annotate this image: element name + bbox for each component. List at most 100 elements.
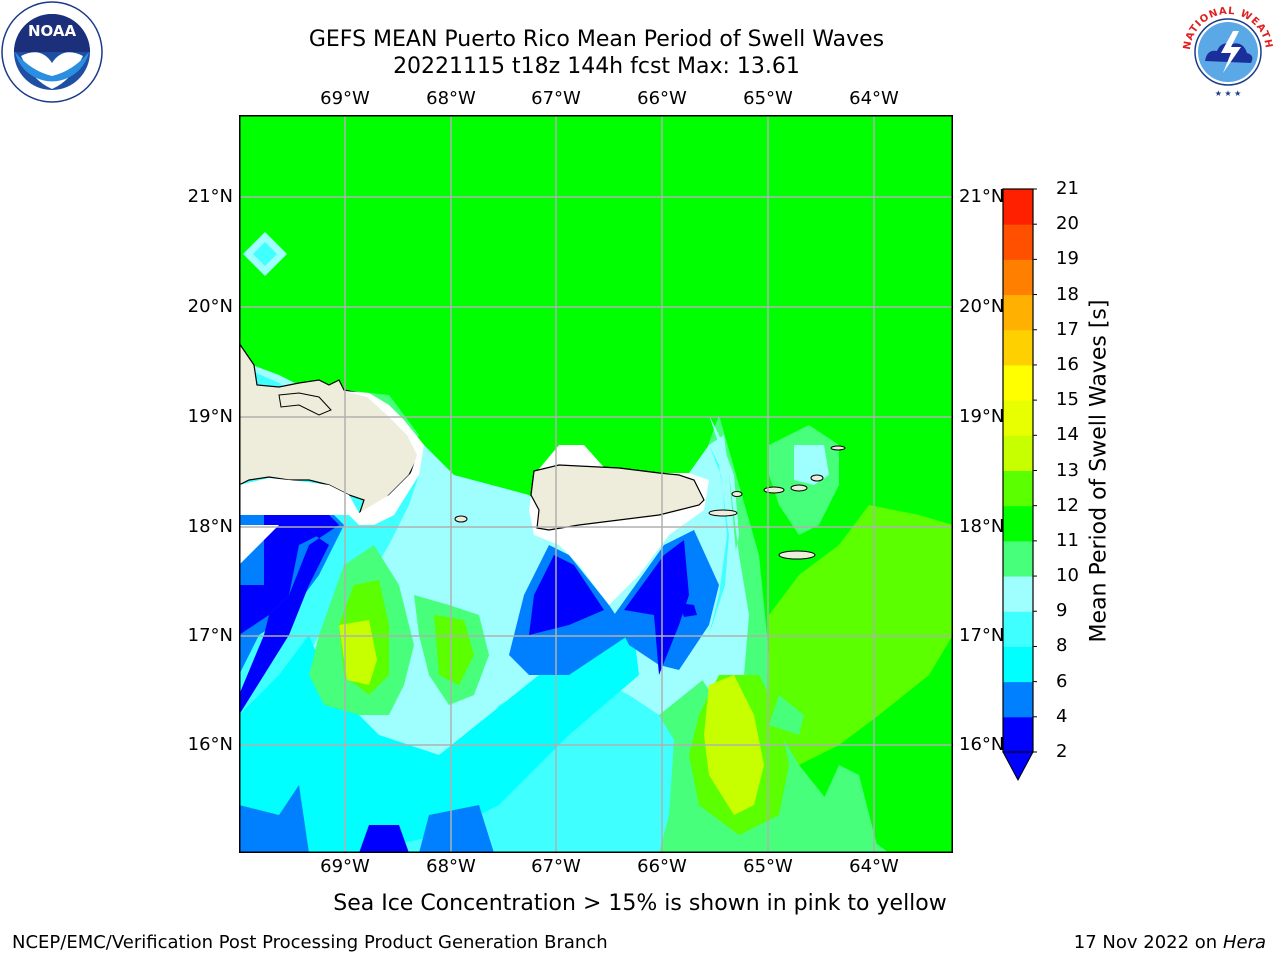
tortola-island <box>790 484 808 492</box>
noaa-logo-icon: NOAA <box>1 1 103 103</box>
colorbar-tick-label: 13 <box>1056 459 1079 481</box>
lat-label-left: 16°N <box>187 734 233 755</box>
field-2s <box>239 500 339 715</box>
colorbar-tick-label: 19 <box>1056 248 1079 270</box>
lon-label-bottom: 66°W <box>637 856 687 877</box>
colorbar-bin <box>1003 505 1033 542</box>
chart-title: GEFS MEAN Puerto Rico Mean Period of Swe… <box>308 27 885 52</box>
vieques-island <box>708 509 738 517</box>
colorbar-bin <box>1003 294 1033 331</box>
noaa-logo-text: NOAA <box>28 22 77 40</box>
colorbar-bin <box>1003 540 1033 577</box>
lon-label-top: 67°W <box>531 88 581 109</box>
st-thomas-island <box>763 486 785 494</box>
lon-label-bottom: 69°W <box>320 856 370 877</box>
field-10s <box>769 695 804 735</box>
virgin-gorda-island <box>810 474 824 482</box>
lon-label-top: 66°W <box>637 88 687 109</box>
field-4s <box>239 785 309 853</box>
colorbar-tick-label: 17 <box>1056 318 1079 340</box>
colorbar-tick-label: 14 <box>1056 424 1079 446</box>
field-12s <box>769 505 953 765</box>
colorbar-tick-label: 10 <box>1056 565 1079 587</box>
map-frame <box>239 115 953 853</box>
no-data-area <box>239 525 279 565</box>
lat-label-left: 17°N <box>187 625 233 646</box>
colorbar-bin <box>1003 716 1033 753</box>
field-2s <box>359 825 409 853</box>
field-6s <box>239 635 639 853</box>
colorbar-title: Mean Period of Swell Waves [s] <box>1086 299 1112 643</box>
colorbar-tick-label: 20 <box>1056 213 1079 235</box>
footer-date-text: 17 Nov 2022 on <box>1073 932 1218 953</box>
colorbar <box>1002 188 1037 782</box>
lon-label-bottom: 64°W <box>849 856 899 877</box>
field-4s <box>419 805 494 853</box>
colorbar-tick-label: 11 <box>1056 529 1079 551</box>
footer-date: 17 Nov 2022 on Hera <box>1074 932 1266 953</box>
field-2s <box>679 603 697 617</box>
colorbar-tick-label: 18 <box>1056 283 1079 305</box>
lon-label-top: 69°W <box>320 88 370 109</box>
colorbar-tick-label: 12 <box>1056 494 1079 516</box>
colorbar-bin <box>1003 364 1033 401</box>
colorbar-bin <box>1003 189 1033 225</box>
footer-machine: Hera <box>1222 932 1266 953</box>
lon-label-bottom: 67°W <box>531 856 581 877</box>
colorbar-bin <box>1003 470 1033 507</box>
mona-island <box>454 515 468 523</box>
lat-label-right: 18°N <box>959 516 1005 537</box>
colorbar-tick-label: 6 <box>1056 670 1068 692</box>
lat-label-right: 21°N <box>959 186 1005 207</box>
field-8s <box>253 242 277 266</box>
no-data-area <box>239 391 424 525</box>
sea-ice-note: Sea Ice Concentration > 15% is shown in … <box>333 891 947 916</box>
lon-label-top: 65°W <box>743 88 793 109</box>
lon-label-bottom: 65°W <box>743 856 793 877</box>
colorbar-tick-label: 16 <box>1056 353 1079 375</box>
colorbar-tick-label: 21 <box>1056 178 1079 199</box>
svg-text:★ ★ ★: ★ ★ ★ <box>1215 89 1242 98</box>
lat-label-right: 19°N <box>959 406 1005 427</box>
lat-label-right: 17°N <box>959 625 1005 646</box>
colorbar-bin <box>1003 329 1033 366</box>
lon-label-top: 68°W <box>426 88 476 109</box>
culebra-island <box>731 491 743 497</box>
colorbar-bin <box>1003 576 1033 612</box>
colorbar-bin <box>1003 224 1033 260</box>
swell-period-map <box>239 115 953 853</box>
colorbar-bin <box>1003 611 1033 647</box>
puerto-rico-land <box>530 464 705 531</box>
field-12s <box>434 615 474 685</box>
colorbar-bin <box>1003 435 1033 471</box>
map-gridlines <box>239 115 953 853</box>
lat-label-right: 16°N <box>959 734 1005 755</box>
field-4s <box>239 635 259 675</box>
colorbar-bin <box>1003 259 1033 296</box>
colorbar-tick-label: 15 <box>1056 389 1079 411</box>
colorbar-tick-label: 2 <box>1056 741 1068 762</box>
anegada-island <box>830 445 846 451</box>
nws-logo-icon: NATIONAL WEATHER SERVICE ★ ★ ★ <box>1177 1 1278 102</box>
field-2s <box>624 540 689 675</box>
st-croix-island <box>778 550 816 560</box>
lat-label-left: 19°N <box>187 406 233 427</box>
colorbar-bin <box>1003 646 1033 683</box>
chart-subtitle: 20221115 t18z 144h fcst Max: 13.61 <box>393 54 800 79</box>
field-8s <box>709 445 729 635</box>
colorbar-tick-label: 8 <box>1056 635 1068 657</box>
colorbar-extend <box>1002 751 1034 782</box>
colorbar-bin <box>1003 681 1033 718</box>
lat-label-right: 20°N <box>959 296 1005 317</box>
field-10s <box>799 765 879 853</box>
lon-label-bottom: 68°W <box>426 856 476 877</box>
footer-credit: NCEP/EMC/Verification Post Processing Pr… <box>12 932 608 953</box>
colorbar-bin <box>1003 400 1033 436</box>
lat-label-left: 21°N <box>187 186 233 207</box>
lat-label-left: 20°N <box>187 296 233 317</box>
field-2s <box>529 555 604 635</box>
hispaniola-bay <box>278 392 332 416</box>
colorbar-tick-label: 9 <box>1056 600 1068 622</box>
colorbar-tick-label: 4 <box>1056 705 1068 727</box>
field-9s <box>699 415 749 715</box>
